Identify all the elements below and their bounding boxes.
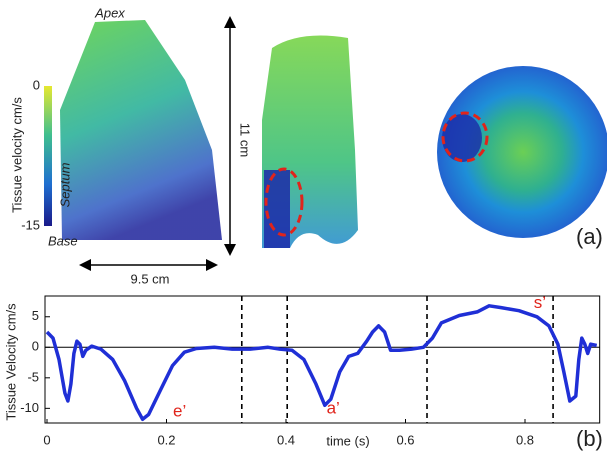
x-tick-label: 0.2 (157, 432, 175, 447)
highlight (264, 167, 304, 237)
y-tick-label: 0 (32, 339, 39, 354)
colorbar-max: 0 (33, 77, 40, 92)
base-label: Base (48, 233, 78, 248)
plot-frame (44, 295, 601, 424)
y-axis-title: Tissue Velocity cm/s (3, 303, 18, 421)
colorbar-min: -15 (21, 217, 40, 232)
height-label: 11 cm (238, 123, 253, 157)
panel-label: (a) (576, 224, 603, 249)
septum-cross-section (442, 114, 482, 162)
y-tick-label: -5 (27, 369, 39, 384)
y-tick-label: 5 (32, 308, 39, 323)
annotation: s’ (534, 293, 546, 312)
heart-cross-section (437, 66, 607, 238)
x-tick-label: 0.8 (516, 432, 534, 447)
highlight (441, 111, 489, 163)
x-tick-label: 0.6 (396, 432, 414, 447)
y-tick-label: -10 (20, 400, 39, 415)
annotation: a’ (327, 398, 340, 417)
apex-label: Apex (94, 5, 125, 20)
colorbar-label: Tissue velocity cm/s (9, 97, 24, 213)
x-tick-label: 0.4 (277, 432, 295, 447)
width-label: 9.5 cm (130, 271, 169, 286)
x-axis-title: time (s) (326, 433, 369, 448)
x-tick-label: 0 (43, 432, 50, 447)
panel-b: Tissue Velocity cm/s time (s) (b) -10 -5 0… (3, 293, 602, 451)
colorbar (44, 86, 52, 226)
panel-a: 0 -15 Tissue velocity cm/s Apex Septum B… (9, 5, 607, 286)
heart-volume (60, 20, 222, 240)
septum-region (264, 170, 290, 248)
panel-label: (b) (576, 426, 603, 451)
annotation: e’ (173, 401, 186, 420)
septum-label: Septum (57, 162, 72, 207)
velocity-line (45, 304, 598, 422)
